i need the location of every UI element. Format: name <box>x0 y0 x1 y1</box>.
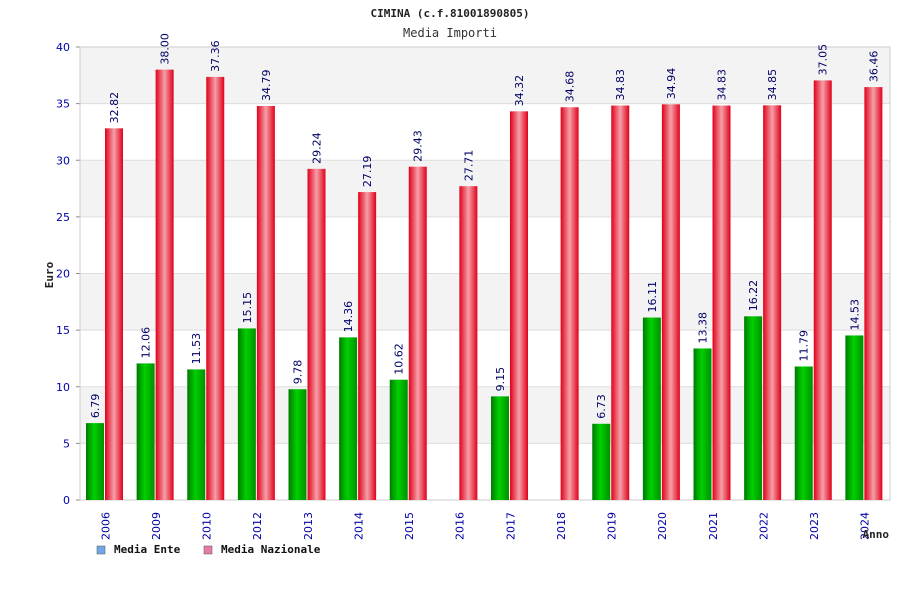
bar-media-nazionale <box>206 76 225 500</box>
bar-media-ente <box>491 396 509 500</box>
bar-media-nazionale <box>105 128 123 500</box>
bar-media-nazionale <box>256 106 275 501</box>
data-label-media-ente: 13.38 <box>697 312 710 344</box>
plot-area: 0 5 10 15 20 25 30 35 40 Euro 6.79 32.82 2006 12.06 38… <box>43 33 891 541</box>
chart-subtitle: Media Importi <box>403 26 497 40</box>
data-label-media-ente: 14.36 <box>342 301 355 333</box>
bar-media-ente <box>389 379 408 500</box>
legend-swatch <box>96 545 106 555</box>
bar-media-ente <box>845 335 864 500</box>
bar-media-ente <box>237 328 256 500</box>
y-tick-label: 0 <box>63 494 70 507</box>
bar-media-nazionale <box>661 104 680 500</box>
x-tick-label: 2013 <box>302 512 315 540</box>
x-tick-label: 2024 <box>859 512 872 540</box>
plot-frame <box>79 46 891 501</box>
y-tick-label: 5 <box>63 437 70 450</box>
x-tick-label: 2022 <box>757 512 770 540</box>
data-label-media-nazionale: 36.46 <box>867 51 880 83</box>
chart-title: CIMINA (c.f.81001890805) <box>371 7 530 20</box>
x-tick-label: 2010 <box>201 512 214 540</box>
data-label-media-nazionale: 34.32 <box>513 75 526 107</box>
data-label-media-nazionale: 29.24 <box>311 132 324 164</box>
data-label-media-nazionale: 37.05 <box>817 44 830 76</box>
bar-media-ente <box>288 389 307 500</box>
data-label-media-nazionale: 34.79 <box>260 70 273 102</box>
bar-media-nazionale <box>459 186 478 500</box>
data-label-media-nazionale: 34.85 <box>766 69 779 101</box>
bar-media-ente <box>86 423 104 500</box>
data-label-media-ente: 11.79 <box>798 330 811 362</box>
x-tick-label: 2021 <box>707 512 720 540</box>
data-label-media-ente: 16.11 <box>646 281 659 313</box>
data-label-media-nazionale: 38.00 <box>159 33 172 65</box>
y-tick-label: 10 <box>56 381 70 394</box>
data-label-media-ente: 14.53 <box>848 299 861 331</box>
legend-swatch <box>203 545 213 555</box>
data-label-media-nazionale: 29.43 <box>412 130 425 162</box>
bar-media-nazionale <box>408 166 427 500</box>
data-label-media-ente: 12.06 <box>140 327 153 359</box>
x-tick-label: 2012 <box>251 512 264 540</box>
bar-media-nazionale <box>155 69 174 501</box>
bar-media-ente <box>187 369 206 500</box>
legend: Media Ente Media Nazionale <box>96 543 321 556</box>
bar-media-nazionale <box>560 107 579 501</box>
x-tick-label: 2023 <box>808 512 821 540</box>
x-tick-label: 2015 <box>403 512 416 540</box>
data-label-media-nazionale: 34.83 <box>614 69 627 101</box>
data-label-media-nazionale: 37.36 <box>209 40 222 72</box>
bar-media-ente <box>339 337 358 500</box>
data-label-media-nazionale: 27.71 <box>462 150 475 182</box>
data-label-media-ente: 16.22 <box>747 280 760 312</box>
data-label-media-nazionale: 34.83 <box>716 69 729 101</box>
data-label-media-nazionale: 32.82 <box>108 92 121 124</box>
data-label-media-ente: 10.62 <box>393 343 406 375</box>
data-label-media-ente: 9.78 <box>292 360 305 385</box>
y-tick-label: 35 <box>56 98 70 111</box>
bar-media-ente <box>136 363 155 500</box>
legend-label: Media Nazionale <box>221 543 321 556</box>
bar-media-nazionale <box>712 105 731 501</box>
y-tick-label: 30 <box>56 154 70 167</box>
bar-media-ente <box>794 366 813 500</box>
bar-media-nazionale <box>611 105 630 501</box>
x-tick-label: 2006 <box>99 512 112 540</box>
y-axis-label: Euro <box>43 261 56 288</box>
data-label-media-nazionale: 27.19 <box>361 156 374 188</box>
bar-media-nazionale <box>864 87 883 500</box>
x-axis-label: Anno <box>863 528 890 541</box>
y-tick-label: 40 <box>56 41 70 54</box>
bar-media-nazionale <box>813 80 832 500</box>
data-label-media-ente: 6.79 <box>89 394 102 419</box>
data-label-media-nazionale: 34.68 <box>564 71 577 103</box>
bar-media-ente <box>693 348 712 500</box>
data-label-media-nazionale: 34.94 <box>665 68 678 100</box>
x-tick-label: 2009 <box>150 512 163 540</box>
legend-label: Media Ente <box>114 543 181 556</box>
x-tick-label: 2014 <box>352 512 365 540</box>
y-tick-label: 20 <box>56 268 70 281</box>
x-tick-label: 2016 <box>454 512 467 540</box>
bar-media-ente <box>592 423 611 500</box>
bar-media-nazionale <box>763 105 782 500</box>
x-tick-label: 2019 <box>606 512 619 540</box>
y-tick-label: 25 <box>56 211 70 224</box>
data-label-media-ente: 9.15 <box>494 367 507 392</box>
x-tick-label: 2020 <box>656 512 669 540</box>
bar-media-ente <box>744 316 763 500</box>
y-tick-label: 15 <box>56 324 70 337</box>
x-tick-label: 2018 <box>555 512 568 540</box>
data-label-media-ente: 6.73 <box>595 394 608 419</box>
bar-media-nazionale <box>358 192 377 501</box>
bar-media-ente <box>642 317 661 500</box>
x-tick-label: 2017 <box>504 512 517 540</box>
data-label-media-ente: 11.53 <box>190 333 203 365</box>
bar-media-nazionale <box>307 168 326 500</box>
bar-media-nazionale <box>510 111 528 501</box>
data-label-media-ente: 15.15 <box>241 292 254 324</box>
